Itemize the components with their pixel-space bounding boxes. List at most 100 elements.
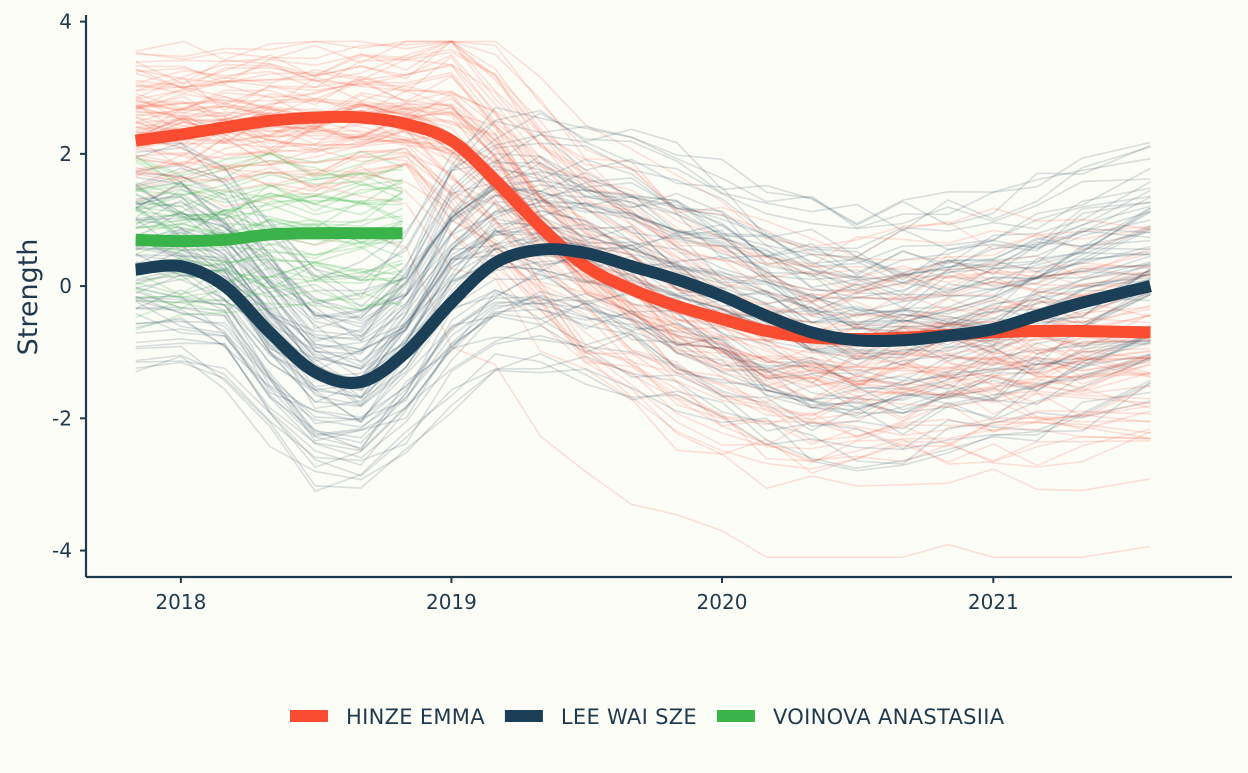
faint-line-hinze-emma xyxy=(135,124,1151,405)
faint-line-lee-wai-sze xyxy=(135,308,1151,467)
faint-line-lee-wai-sze xyxy=(135,290,1151,419)
faint-line-hinze-emma xyxy=(135,110,1151,387)
faint-line-lee-wai-sze xyxy=(135,298,1151,423)
legend-label: VOINOVA ANASTASIIA xyxy=(773,705,1005,729)
faint-line-lee-wai-sze xyxy=(135,290,1151,449)
faint-line-hinze-emma xyxy=(135,118,1151,386)
faint-line-hinze-emma xyxy=(135,48,1151,290)
faint-line-lee-wai-sze xyxy=(135,302,1151,428)
faint-line-lee-wai-sze xyxy=(135,268,1151,424)
faint-line-hinze-emma xyxy=(135,162,1151,463)
faint-line-hinze-emma xyxy=(135,121,1151,394)
faint-line-hinze-emma xyxy=(135,75,1151,319)
faint-line-voinova-anastasiia xyxy=(135,199,403,233)
faint-line-lee-wai-sze xyxy=(135,210,1151,384)
faint-line-lee-wai-sze xyxy=(135,179,1151,334)
faint-line-lee-wai-sze xyxy=(135,189,1151,337)
x-axis-ticks: 2018 2019 2020 2021 xyxy=(155,577,1019,614)
faint-line-voinova-anastasiia xyxy=(135,207,403,230)
faint-line-lee-wai-sze xyxy=(135,202,1151,368)
faint-line-voinova-anastasiia xyxy=(135,181,403,205)
faint-line-hinze-emma xyxy=(135,40,1151,249)
faint-line-voinova-anastasiia xyxy=(135,151,403,188)
faint-line-voinova-anastasiia xyxy=(135,292,403,319)
faint-line-voinova-anastasiia xyxy=(135,234,403,264)
faint-line-hinze-emma xyxy=(135,93,1151,345)
faint-line-lee-wai-sze xyxy=(135,345,1151,493)
faint-line-hinze-emma xyxy=(135,92,1151,340)
y-axis-title: Strength xyxy=(13,239,44,356)
faint-line-voinova-anastasiia xyxy=(135,285,403,310)
faint-line-voinova-anastasiia xyxy=(135,190,403,216)
y-tick-label: -2 xyxy=(52,406,72,430)
faint-line-hinze-emma xyxy=(135,40,1151,258)
faint-line-voinova-anastasiia xyxy=(135,182,403,219)
faint-line-hinze-emma xyxy=(135,163,1151,462)
faint-line-hinze-emma xyxy=(135,79,1151,317)
faint-line-hinze-emma xyxy=(135,118,1151,401)
faint-line-hinze-emma xyxy=(135,137,1151,420)
faint-line-hinze-emma xyxy=(135,40,1151,296)
faint-line-lee-wai-sze xyxy=(135,152,1151,330)
trend-lines xyxy=(134,110,1152,389)
faint-line-voinova-anastasiia xyxy=(135,194,403,224)
y-tick-label: 2 xyxy=(59,142,72,166)
faint-line-lee-wai-sze xyxy=(135,294,1151,451)
faint-line-lee-wai-sze xyxy=(135,295,1151,436)
faint-line-lee-wai-sze xyxy=(135,289,1151,439)
faint-line-hinze-emma xyxy=(135,104,1151,372)
y-tick-label: 4 xyxy=(59,10,72,34)
faint-line-voinova-anastasiia xyxy=(135,240,403,276)
x-tick-label: 2020 xyxy=(697,590,748,614)
faint-line-lee-wai-sze xyxy=(135,159,1151,320)
faint-line-lee-wai-sze xyxy=(135,134,1151,308)
faint-line-voinova-anastasiia xyxy=(135,183,403,214)
faint-line-hinze-emma xyxy=(135,40,1151,271)
faint-line-voinova-anastasiia xyxy=(135,164,403,196)
faint-line-lee-wai-sze xyxy=(135,355,1151,481)
faint-line-hinze-emma xyxy=(135,40,1151,293)
faint-line-lee-wai-sze xyxy=(135,184,1151,340)
faint-line-voinova-anastasiia xyxy=(135,266,403,296)
faint-line-lee-wai-sze xyxy=(135,200,1151,362)
y-tick-label: 0 xyxy=(59,274,72,298)
faint-line-lee-wai-sze xyxy=(135,181,1151,342)
faint-line-hinze-emma xyxy=(135,147,1151,447)
faint-line-lee-wai-sze xyxy=(135,184,1151,350)
faint-line-hinze-emma xyxy=(135,113,1151,385)
faint-line-hinze-emma xyxy=(135,113,1151,391)
faint-line-lee-wai-sze xyxy=(135,171,1151,338)
faint-line-hinze-emma xyxy=(135,64,1151,311)
faint-line-hinze-emma xyxy=(135,92,1151,352)
faint-line-lee-wai-sze xyxy=(135,312,1151,459)
faint-line-hinze-emma xyxy=(135,134,1151,421)
faint-line-voinova-anastasiia xyxy=(135,283,403,312)
faint-line-hinze-emma xyxy=(135,162,1151,448)
faint-line-voinova-anastasiia xyxy=(135,222,403,249)
faint-line-lee-wai-sze xyxy=(135,291,1151,442)
trend-line-voinova-anastasiia xyxy=(135,227,403,248)
x-tick-label: 2019 xyxy=(426,590,477,614)
faint-line-voinova-anastasiia xyxy=(135,170,403,197)
faint-line-voinova-anastasiia xyxy=(135,246,403,274)
faint-line-lee-wai-sze xyxy=(135,334,1151,462)
faint-line-hinze-emma xyxy=(135,82,1151,336)
faint-line-lee-wai-sze xyxy=(135,193,1151,364)
legend-item: HINZE EMMA xyxy=(290,705,485,729)
faint-line-hinze-emma xyxy=(135,164,1151,465)
faint-line-voinova-anastasiia xyxy=(135,263,403,290)
faint-line-voinova-anastasiia xyxy=(135,183,403,223)
faint-line-voinova-anastasiia xyxy=(135,261,403,299)
y-axis-ticks: -4 -2 0 2 4 xyxy=(52,10,86,563)
faint-line-lee-wai-sze xyxy=(135,233,1151,398)
faint-line-lee-wai-sze xyxy=(135,171,1151,325)
faint-line-hinze-emma xyxy=(135,127,1151,403)
faint-line-hinze-emma xyxy=(135,137,1151,422)
faint-line-hinze-emma xyxy=(135,108,1151,387)
faint-line-hinze-emma xyxy=(135,116,1151,389)
faint-line-lee-wai-sze xyxy=(135,200,1151,350)
faint-line-lee-wai-sze xyxy=(135,120,1151,282)
faint-line-lee-wai-sze xyxy=(135,161,1151,320)
